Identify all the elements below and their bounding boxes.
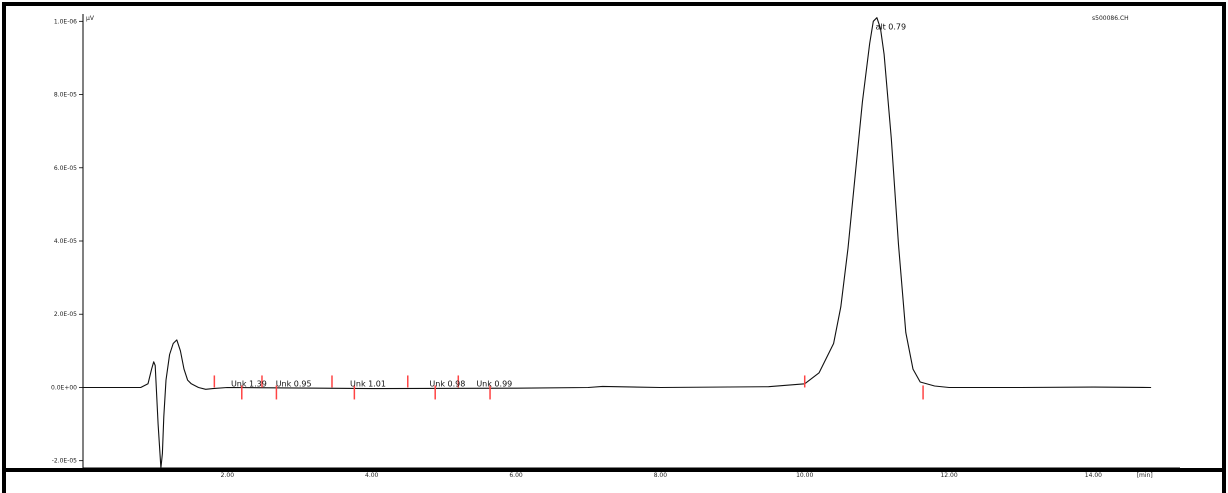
- peak-label: Unk 1.01: [350, 379, 386, 388]
- x-tick-label: 2.00: [221, 472, 235, 479]
- ticks: -2.0E-05 0.0E+00 2.0E-05 4.0E-05 6.0E-05 8.0E…: [51, 18, 1102, 479]
- peak-label: Unk 0.98: [429, 379, 465, 388]
- axes: [82, 14, 1180, 469]
- peak-label: Unk 0.99: [476, 379, 512, 388]
- x-tick-label: 8.00: [654, 472, 668, 479]
- x-tick-label: 6.00: [509, 472, 523, 479]
- bottom-strip: [2, 472, 1226, 493]
- peak-label: Unk 0.95: [276, 379, 312, 388]
- y-tick-label: 2.0E-05: [54, 311, 77, 318]
- y-tick-label: 8.0E-05: [54, 92, 77, 99]
- y-unit-label: µV: [86, 15, 95, 22]
- x-tick-label: 10.00: [796, 472, 813, 479]
- x-tick-label: 12.00: [940, 472, 957, 479]
- y-tick-label: 1.0E-06: [54, 18, 77, 25]
- y-tick-label: 0.0E+00: [51, 384, 77, 391]
- x-tick-label: 14.00: [1085, 472, 1102, 479]
- trace: [83, 17, 1152, 469]
- y-tick-label: 4.0E-05: [54, 238, 77, 245]
- peak-label: alt 0.79: [875, 23, 906, 32]
- peak-annotations: Unk 1.39 Unk 0.95 Unk 1.01 Unk 0.98 Unk 0.99…: [231, 23, 906, 389]
- peak-label: Unk 1.39: [231, 379, 267, 388]
- x-tick-label: 4.00: [365, 472, 379, 479]
- chart-frame: [2, 2, 1226, 472]
- integration-marks: [213, 375, 924, 400]
- chromatogram-trace: [83, 17, 1152, 469]
- y-tick-label: 6.0E-05: [54, 165, 77, 172]
- x-unit-label: [min]: [1137, 472, 1153, 479]
- y-tick-label: -2.0E-05: [52, 458, 77, 465]
- file-name-label: s500086.CH: [1092, 15, 1129, 22]
